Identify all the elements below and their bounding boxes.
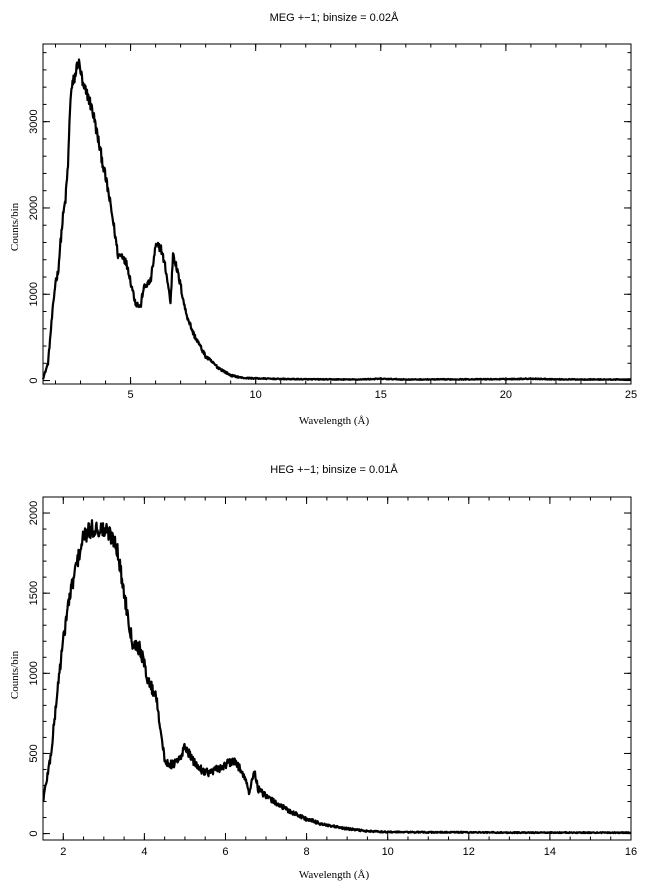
bottom-y-tick-label: 2000: [28, 501, 40, 525]
bottom-x-ticks: 2 4 6 8 10 12 14 16: [42, 497, 637, 858]
bottom-y-tick-label: 1000: [28, 661, 40, 685]
top-x-axis-label: Wavelength (Å): [299, 415, 370, 427]
top-x-tick-label: 5: [128, 389, 134, 401]
bottom-x-tick-label: 12: [463, 846, 475, 858]
top-x-tick-label: 20: [500, 389, 512, 401]
bottom-x-tick-label: 2: [60, 846, 66, 858]
bottom-panel: HEG +−1; binsize = 0.01Å 2 4 6 8 10 12 14 16 0 5…: [9, 463, 637, 881]
bottom-y-axis-label: Counts/bin: [9, 650, 21, 699]
top-y-tick-label: 1000: [28, 282, 40, 306]
bottom-x-tick-label: 14: [544, 846, 556, 858]
top-x-ticks: 5 10 15 20 25: [55, 44, 637, 401]
bottom-x-tick-label: 8: [304, 846, 310, 858]
bottom-x-axis-label: Wavelength (Å): [299, 869, 370, 881]
bottom-axes-frame: [42, 496, 632, 841]
bottom-x-tick-label: 16: [625, 846, 637, 858]
bottom-y-tick-label: 0: [28, 831, 40, 837]
bottom-y-ticks: 0 500 1000 1500 2000: [28, 496, 631, 837]
top-y-tick-label: 2000: [28, 196, 40, 220]
top-y-ticks: 0 1000 2000 3000: [28, 52, 631, 384]
bottom-plot-area: 2 4 6 8 10 12 14 16 0 500 1000 1500 2000: [28, 496, 637, 858]
top-y-tick-label: 0: [28, 377, 40, 383]
bottom-x-tick-label: 10: [382, 846, 394, 858]
top-panel: MEG +−1; binsize = 0.02Å 5 10 15 20 25 0 1000…: [9, 11, 637, 427]
top-x-tick-label: 25: [625, 389, 637, 401]
top-chart-title: MEG +−1; binsize = 0.02Å: [270, 11, 399, 24]
top-x-tick-label: 10: [250, 389, 262, 401]
top-x-tick-label: 15: [375, 389, 387, 401]
top-axes-frame: [42, 43, 632, 385]
bottom-chart-title: HEG +−1; binsize = 0.01Å: [270, 463, 398, 476]
top-spectrum-line: [41, 58, 632, 381]
top-plot-area: 5 10 15 20 25 0 1000 2000 3000: [28, 43, 637, 401]
bottom-y-tick-label: 1500: [28, 581, 40, 605]
bottom-x-tick-label: 4: [141, 846, 147, 858]
top-y-tick-label: 3000: [28, 109, 40, 133]
bottom-series: [42, 519, 632, 835]
top-y-axis-label: Counts/bin: [9, 202, 21, 251]
top-series: [41, 58, 632, 381]
bottom-x-tick-label: 6: [222, 846, 228, 858]
bottom-spectrum-line: [42, 519, 632, 835]
bottom-y-tick-label: 500: [28, 744, 40, 762]
